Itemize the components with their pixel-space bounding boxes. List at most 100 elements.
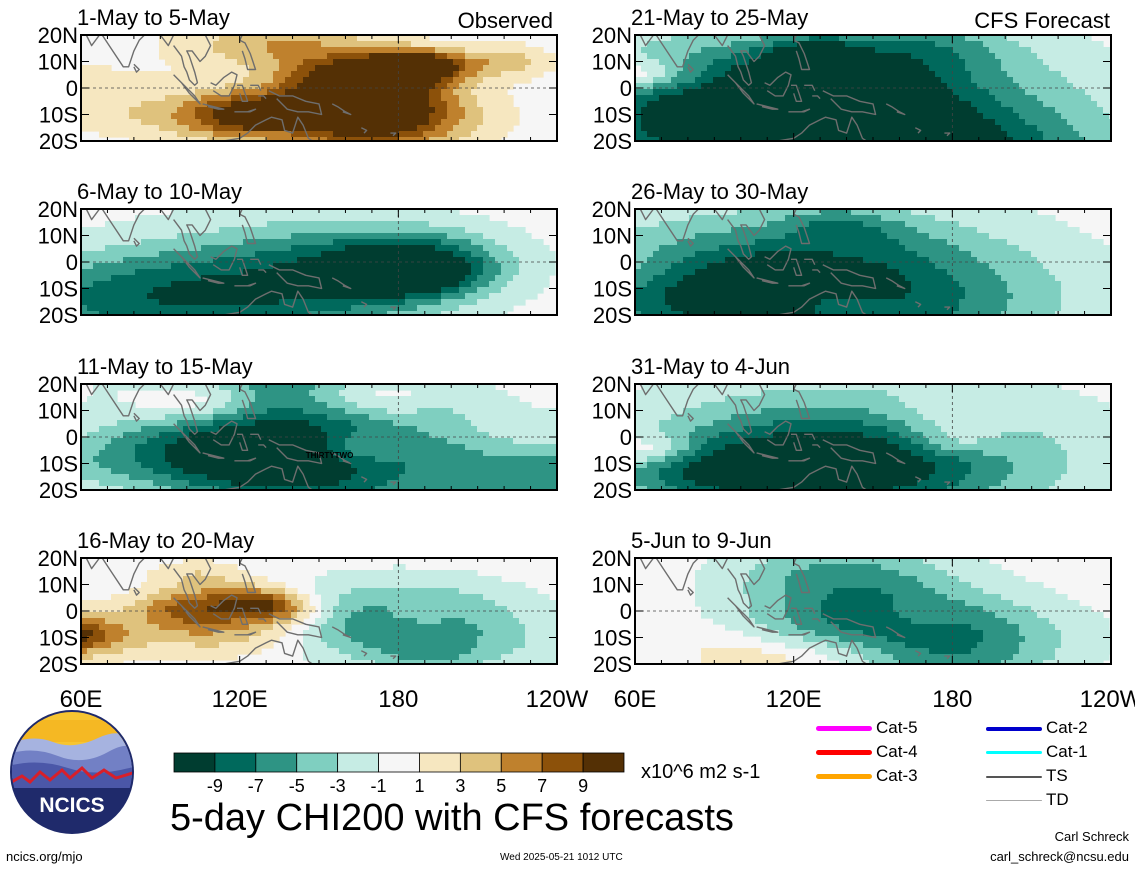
- field-cell: [105, 474, 112, 481]
- field-cell: [315, 263, 322, 270]
- field-cell: [501, 582, 508, 589]
- field-cell: [525, 269, 532, 276]
- field-cell: [327, 420, 334, 427]
- field-cell: [255, 113, 262, 120]
- field-cell: [405, 281, 412, 288]
- field-cell: [153, 83, 160, 90]
- field-cell: [435, 480, 442, 487]
- field-cell: [399, 119, 406, 126]
- field-cell: [447, 251, 454, 258]
- field-cell: [357, 582, 364, 589]
- field-cell: [507, 606, 514, 613]
- field-cell: [177, 239, 184, 246]
- field-cell: [447, 83, 454, 90]
- field-cell: [267, 594, 274, 601]
- field-cell: [111, 420, 118, 427]
- field-cell: [345, 65, 352, 72]
- field-cell: [219, 432, 226, 439]
- field-cell: [489, 474, 496, 481]
- field-cell: [243, 281, 250, 288]
- field-cell: [165, 408, 172, 415]
- y-tick-label: 10N: [38, 50, 78, 75]
- field-cell: [165, 299, 172, 306]
- field-cell: [231, 456, 238, 463]
- field-cell: [471, 576, 478, 583]
- field-cell: [369, 95, 376, 102]
- field-cell: [291, 480, 298, 487]
- field-cell: [471, 390, 478, 397]
- field-cell: [459, 65, 466, 72]
- field-cell: [417, 71, 424, 78]
- field-cell: [375, 480, 382, 487]
- field-cell: [399, 618, 406, 625]
- field-cell: [153, 438, 160, 445]
- field-cell: [489, 131, 496, 138]
- field-cell: [201, 474, 208, 481]
- field-cell: [171, 287, 178, 294]
- field-cell: [357, 630, 364, 637]
- field-cell: [513, 269, 520, 276]
- field-cell: [525, 606, 532, 613]
- field-cell: [465, 263, 472, 270]
- field-cell: [129, 642, 136, 649]
- field-cell: [87, 426, 94, 433]
- field-cell: [219, 570, 226, 577]
- field-cell: [309, 462, 316, 469]
- field-cell: [447, 456, 454, 463]
- field-cell: [93, 426, 100, 433]
- field-cell: [417, 53, 424, 60]
- field-cell: [417, 636, 424, 643]
- field-cell: [369, 432, 376, 439]
- field-cell: [291, 606, 298, 613]
- field-cell: [435, 293, 442, 300]
- field-cell: [501, 438, 508, 445]
- field-cell: [549, 618, 556, 625]
- field-cell: [255, 251, 262, 258]
- field-cell: [285, 233, 292, 240]
- field-cell: [399, 444, 406, 451]
- field-cell: [453, 125, 460, 132]
- field-cell: [165, 618, 172, 625]
- field-cell: [147, 450, 154, 457]
- field-cell: [543, 275, 550, 282]
- field-cell: [501, 95, 508, 102]
- field-cell: [555, 432, 562, 439]
- field-cell: [195, 630, 202, 637]
- field-cell: [471, 59, 478, 66]
- field-cell: [531, 408, 538, 415]
- field-cell: [405, 480, 412, 487]
- field-cell: [315, 215, 322, 222]
- field-cell: [375, 215, 382, 222]
- field-cell: [459, 239, 466, 246]
- field-cell: [93, 293, 100, 300]
- field-cell: [507, 113, 514, 120]
- field-cell: [135, 251, 142, 258]
- field-cell: [117, 642, 124, 649]
- field-cell: [129, 101, 136, 108]
- field-cell: [309, 131, 316, 138]
- field-cell: [399, 263, 406, 270]
- field-cell: [99, 426, 106, 433]
- field-cell: [195, 612, 202, 619]
- field-cell: [105, 624, 112, 631]
- field-cell: [273, 450, 280, 457]
- field-cell: [531, 281, 538, 288]
- field-cell: [543, 444, 550, 451]
- field-cell: [495, 402, 502, 409]
- field-cell: [111, 245, 118, 252]
- field-cell: [105, 618, 112, 625]
- field-cell: [441, 107, 448, 114]
- field-cell: [189, 624, 196, 631]
- field-cell: [363, 432, 370, 439]
- field-cell: [159, 89, 166, 96]
- field-cell: [447, 71, 454, 78]
- field-cell: [255, 65, 262, 72]
- field-cell: [327, 287, 334, 294]
- field-cell: [129, 305, 136, 312]
- field-cell: [519, 462, 526, 469]
- field-cell: [507, 293, 514, 300]
- field-cell: [435, 299, 442, 306]
- field-cell: [285, 462, 292, 469]
- field-cell: [477, 101, 484, 108]
- field-cell: [141, 281, 148, 288]
